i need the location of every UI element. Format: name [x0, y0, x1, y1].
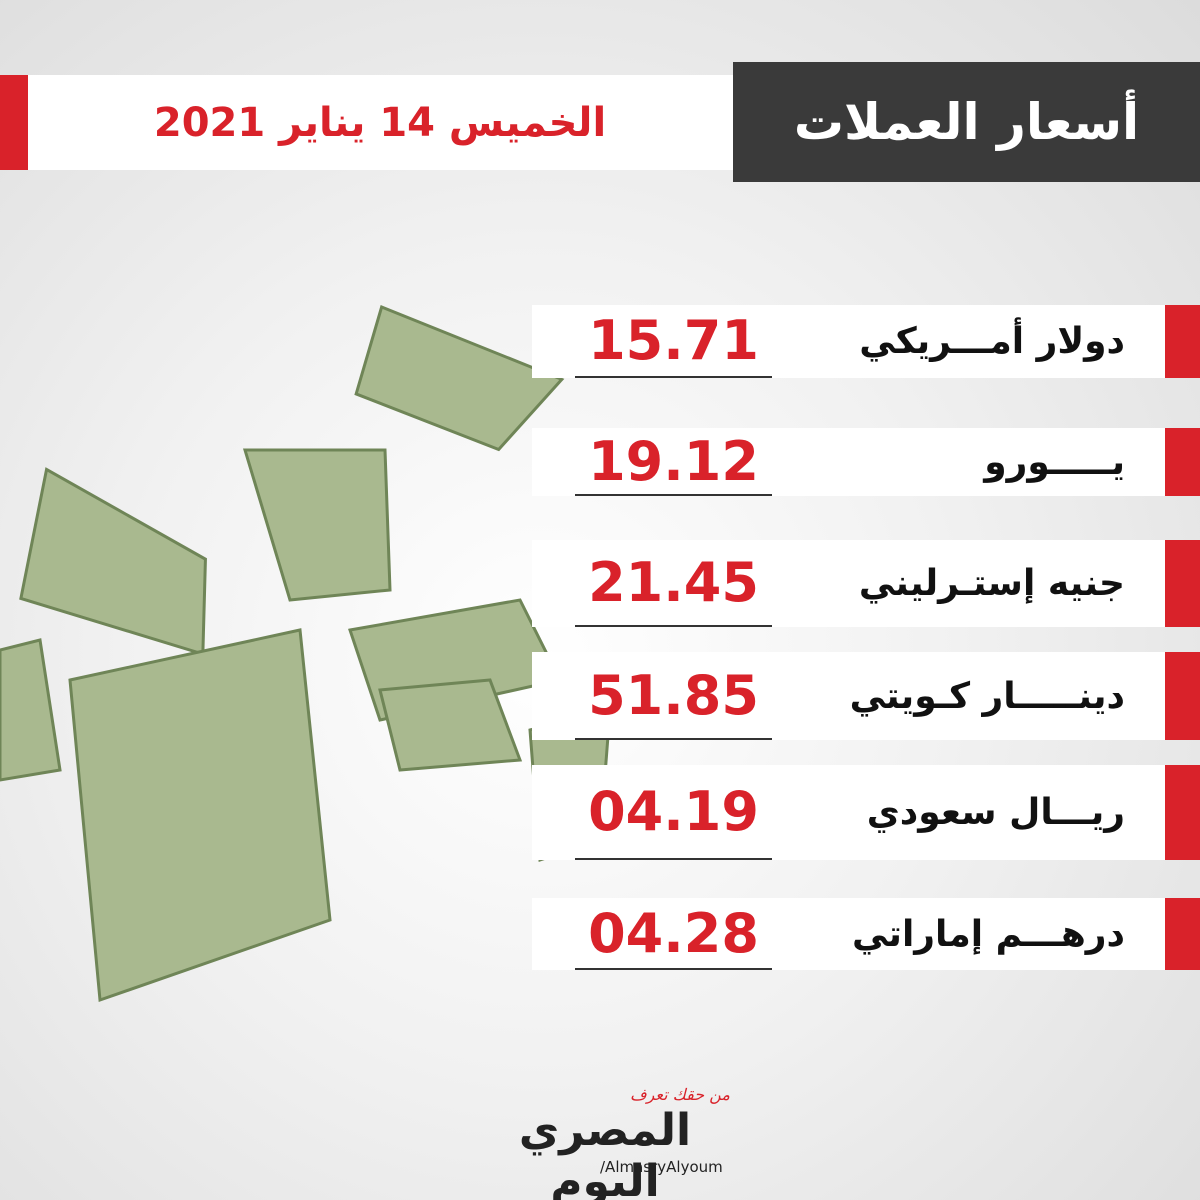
currency-name: دينـــــار كـويتي — [849, 675, 1125, 717]
rate-row: دولار أمـــريكي 15.71 — [532, 305, 1200, 378]
currency-name: دولار أمـــريكي — [859, 321, 1125, 362]
logo: المصري اليوم — [518, 1105, 692, 1200]
date-band — [0, 75, 733, 170]
currency-rate: 51.85 — [575, 652, 772, 740]
row-accent — [1165, 898, 1200, 970]
currency-rate: 15.71 — [575, 305, 772, 378]
money-decoration — [0, 305, 612, 1003]
social-handle: /AlmasryAlyoum — [600, 1158, 723, 1176]
row-accent — [1165, 765, 1200, 860]
rate-row: درهـــم إماراتي 04.28 — [532, 898, 1200, 970]
rate-row: يـــــورو 19.12 — [532, 428, 1200, 496]
date-accent — [0, 75, 28, 170]
currency-name: جنيه إستـرليني — [858, 563, 1125, 604]
currency-rate: 21.45 — [575, 540, 772, 627]
rate-row: دينـــــار كـويتي 51.85 — [532, 652, 1200, 740]
currency-rate: 04.19 — [575, 765, 772, 860]
currency-name: ريـــال سعودي — [866, 792, 1125, 833]
logo-tagline: من حقك تعرف — [630, 1085, 730, 1104]
row-accent — [1165, 540, 1200, 627]
currency-name: درهـــم إماراتي — [852, 913, 1125, 955]
rate-row: ريـــال سعودي 04.19 — [532, 765, 1200, 860]
currency-rate: 19.12 — [575, 428, 772, 496]
row-accent — [1165, 428, 1200, 496]
title: أسعار العملات — [733, 62, 1200, 182]
row-accent — [1165, 305, 1200, 378]
currency-name: يـــــورو — [984, 441, 1125, 483]
rate-row: جنيه إستـرليني 21.45 — [532, 540, 1200, 627]
date: الخميس 14 يناير 2021 — [153, 99, 607, 146]
currency-rate: 04.28 — [575, 898, 772, 970]
row-accent — [1165, 652, 1200, 740]
